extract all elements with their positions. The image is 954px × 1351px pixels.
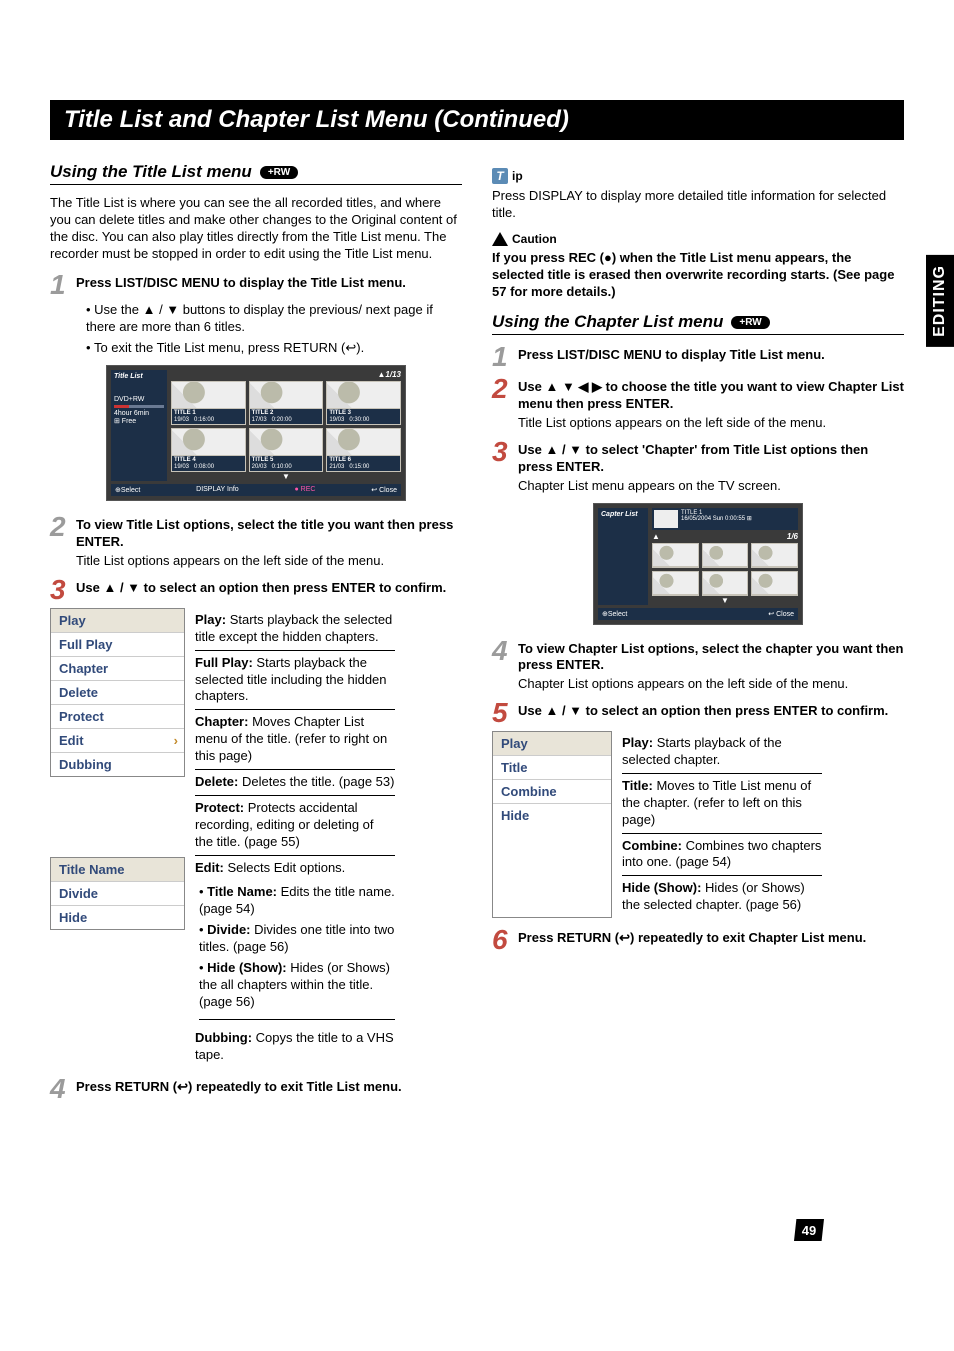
opt-protect: Protect [51,705,184,729]
osd-ch-header-r: 1/6 [787,532,798,541]
osd-ch-top-d: 16/05/2004 Sun 0:00:55 ⊞ [681,516,752,523]
opt-play: Play [51,609,184,633]
left-heading-text: Using the Title List menu [50,162,252,182]
def-edit-b: Edit: [195,860,228,875]
page-number: 49 [794,1219,824,1241]
opt-fullplay: Full Play [51,633,184,657]
caution-text: If you press REC (●) when the Title List… [492,250,904,301]
copt-title: Title [493,756,611,780]
left-step2-p: Title List options appears on the left s… [76,553,462,570]
r-step1-lead: Press LIST/DISC MENU to display Title Li… [518,347,904,364]
opt-edit-label: Edit [59,733,84,748]
caution-label: Caution [512,232,557,246]
osd-foot-select: ⊕Select [115,486,140,494]
title-options-menu: Play Full Play Chapter Delete Protect Ed… [50,608,185,777]
opt-delete: Delete [51,681,184,705]
step-number-3r: 3 [492,440,512,495]
side-tab: EDITING [926,255,954,347]
copt-play: Play [493,732,611,756]
step-number-4r: 4 [492,639,512,694]
tip-icon: T [492,168,508,184]
caution-icon [492,232,508,246]
rw-badge-2: +RW [731,316,769,329]
r-step2-p: Title List options appears on the left s… [518,415,904,432]
r-step2-lead: Use ▲ ▼ ◀ ▶ to choose the title you want… [518,379,904,413]
cdef-hide-b: Hide (Show): [622,880,705,895]
chapter-options-menu: Play Title Combine Hide [492,731,612,918]
def-protect-b: Protect: [195,800,248,815]
osd-foot-info: DISPLAY Info [196,486,239,494]
r-step3-lead: Use ▲ / ▼ to select 'Chapter' from Title… [518,442,904,476]
osd-header-left: Title List [114,373,143,380]
title-defs: Play: Starts playback the selected title… [195,608,395,1068]
rw-badge: +RW [260,166,298,179]
osd-side-free2: ⊞ Free [114,417,164,425]
def-delete-t: Deletes the title. (page 53) [242,774,394,789]
chapter-defs: Play: Starts playback of the selected ch… [622,731,822,918]
opt-chapter: Chapter [51,657,184,681]
left-column: Using the Title List menu +RW The Title … [50,162,462,1107]
copt-combine: Combine [493,780,611,804]
step-number-5r: 5 [492,701,512,725]
osd-side-type: DVD+RW [114,396,164,403]
right-heading-text: Using the Chapter List menu [492,312,723,332]
step-number-1: 1 [50,273,70,297]
opt-dubbing: Dubbing [51,753,184,776]
right-column: T ip Press DISPLAY to display more detai… [492,162,904,1107]
left-step4-lead: Press RETURN (↩) repeatedly to exit Titl… [76,1079,462,1096]
step-number-1r: 1 [492,345,512,369]
edit-sub-menu: Title Name Divide Hide [50,857,185,930]
osd-ch-foot-close: ↩ Close [768,610,794,618]
left-step1-b1: Use the ▲ / ▼ buttons to display the pre… [86,302,462,336]
cdef-title-b: Title: [622,778,656,793]
copt-hide: Hide [493,804,611,827]
left-intro: The Title List is where you can see the … [50,195,462,263]
title-list-osd: Title List DVD+RW 4hour 6min ⊞ Free ▲1/1… [106,365,406,501]
osd-ch-top-t: TITLE 1 [681,510,752,517]
opt-edit: Edit › [51,729,184,753]
left-step1-lead: Press LIST/DISC MENU to display the Titl… [76,275,462,292]
def-dubbing-b: Dubbing: [195,1030,256,1045]
left-step2-lead: To view Title List options, select the t… [76,517,462,551]
def-play-b: Play: [195,612,230,627]
sub-hide: Hide [51,906,184,929]
osd-foot-close: ↩ Close [371,486,397,494]
left-step3-lead: Use ▲ / ▼ to select an option then press… [76,580,462,597]
r-step3-p: Chapter List menu appears on the TV scre… [518,478,904,495]
cdef-combine-b: Combine: [622,838,686,853]
step-number-3: 3 [50,578,70,602]
def-fullplay-b: Full Play: [195,655,256,670]
chevron-right-icon: › [174,733,178,748]
osd-ch-header: Capter List [601,511,638,518]
r-step5-lead: Use ▲ / ▼ to select an option then press… [518,703,904,720]
def-delete-b: Delete: [195,774,242,789]
osd-header-right: 1/13 [385,370,401,379]
osd-side-free1: 4hour 6min [114,410,164,417]
osd-foot-rec: ● REC [295,486,316,494]
page-banner: Title List and Chapter List Menu (Contin… [50,100,904,140]
tip-text: Press DISPLAY to display more detailed t… [492,188,904,222]
left-step1-b2: To exit the Title List menu, press RETUR… [86,340,462,357]
r-step6-lead: Press RETURN (↩) repeatedly to exit Chap… [518,930,904,947]
def-edit-t: Selects Edit options. [228,860,346,875]
step-number-2r: 2 [492,377,512,432]
r-step4-p: Chapter List options appears on the left… [518,676,904,693]
def-chapter-b: Chapter: [195,714,252,729]
sub-titlename: Title Name [51,858,184,882]
step-number-2: 2 [50,515,70,570]
sub-divide: Divide [51,882,184,906]
left-heading: Using the Title List menu +RW [50,162,462,185]
osd-ch-foot-select: ⊕Select [602,610,627,618]
step-number-4l: 4 [50,1077,70,1101]
chapter-list-osd: Capter List TITLE 116/05/2004 Sun 0:00:5… [593,503,803,625]
tip-label: ip [512,169,523,183]
step-number-6r: 6 [492,928,512,952]
right-heading: Using the Chapter List menu +RW [492,312,904,335]
r-step4-lead: To view Chapter List options, select the… [518,641,904,675]
cdef-play-b: Play: [622,735,657,750]
